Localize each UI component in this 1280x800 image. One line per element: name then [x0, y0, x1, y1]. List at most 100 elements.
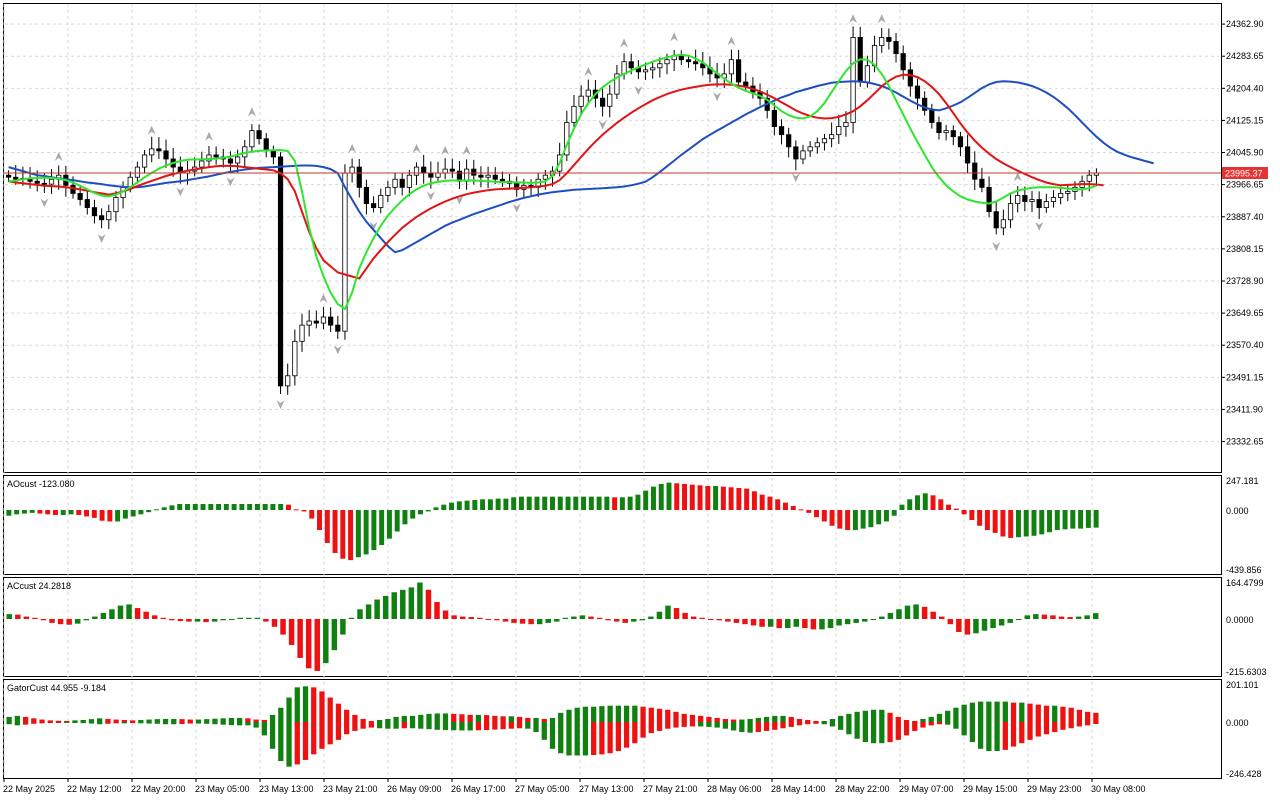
ac-bar: [117, 605, 124, 619]
ac-bar: [126, 604, 132, 619]
ao-bar: [386, 510, 392, 539]
ao-bar: [953, 508, 959, 510]
gator-lower-bar: [237, 722, 243, 726]
ao-bar: [29, 510, 35, 513]
ao-bar: [829, 510, 835, 526]
time-tick-label: 22 May 12:00: [67, 784, 122, 794]
gator-lower-bar: [541, 722, 547, 740]
gator-lower-bar: [31, 722, 37, 724]
ao-indicator-panel[interactable]: [3, 475, 1222, 575]
gator-lower-bar: [920, 722, 926, 728]
gator-upper-bar: [14, 715, 20, 722]
price-tick-label: 24283.65: [1226, 51, 1264, 61]
price-tick-label: 24125.15: [1226, 115, 1264, 125]
ac-bar: [477, 617, 483, 619]
ac-bar: [536, 619, 543, 625]
gator-lower-bar: [434, 722, 440, 730]
fractal-up-marker: [727, 36, 736, 46]
fractal-down-marker: [426, 191, 435, 201]
ac-bar: [819, 619, 825, 630]
candle-body: [957, 136, 964, 148]
gator-upper-bar: [442, 713, 449, 722]
ac-bar: [793, 619, 800, 627]
candle-body: [814, 142, 820, 148]
candle-body: [607, 93, 613, 107]
ao-bar: [526, 496, 532, 510]
ac-indicator-panel[interactable]: [3, 577, 1222, 677]
candle-body: [163, 150, 169, 160]
ac-bar: [74, 619, 81, 624]
ao-bar: [355, 510, 361, 558]
ao-bar: [262, 503, 268, 510]
ao-bar: [464, 500, 470, 510]
ao-bar: [573, 496, 579, 510]
ac-bar: [297, 619, 303, 658]
ac-bar: [562, 617, 569, 619]
gator-lower-bar: [615, 722, 621, 752]
gator-upper-bar: [47, 720, 53, 722]
fractal-down-marker: [97, 234, 106, 243]
candle-body: [900, 53, 906, 71]
gator-upper-bar: [129, 720, 136, 722]
candle-body: [227, 158, 234, 164]
gator-upper-bar: [162, 718, 169, 722]
ac-axis-top: 164.4799: [1226, 578, 1264, 588]
gator-upper-bar: [451, 713, 457, 722]
gator-lower-bar: [484, 722, 490, 731]
candle-body: [428, 172, 434, 178]
gator-upper-bar: [879, 709, 885, 722]
ao-bar: [883, 510, 889, 522]
candle-body: [1058, 193, 1064, 198]
candle-body: [879, 37, 885, 46]
candle-body: [106, 211, 112, 221]
ac-bar: [417, 582, 423, 619]
ao-bar: [45, 510, 51, 515]
fractal-down-marker: [598, 120, 607, 130]
gator-upper-bar: [632, 705, 638, 722]
candle-body: [492, 174, 498, 180]
fractal-down-marker: [40, 198, 49, 208]
gator-upper-bar: [862, 710, 868, 722]
time-tick-label: 26 May 17:00: [451, 784, 506, 794]
ac-bar: [246, 617, 252, 619]
gator-lower-bar: [945, 722, 951, 725]
gator-lower-bar: [121, 722, 128, 724]
gator-upper-bar: [945, 710, 951, 722]
candle-body: [356, 166, 362, 188]
candle-body: [99, 215, 105, 221]
ac-bar: [716, 619, 723, 621]
time-tick-label: 28 May 06:00: [707, 784, 762, 794]
gator-lower-bar: [500, 722, 506, 730]
candle-body: [363, 186, 370, 204]
gator-upper-bar: [821, 720, 827, 722]
gator-lower-bar: [739, 722, 745, 733]
fractal-up-marker: [620, 38, 629, 48]
gator-upper-bar: [607, 705, 613, 722]
ac-bar: [1024, 615, 1031, 619]
gator-upper-bar: [269, 714, 276, 722]
ao-bar: [751, 491, 757, 510]
gator-upper-bar: [319, 691, 325, 722]
gator-upper-bar: [1027, 703, 1033, 722]
gator-lower-bar: [269, 722, 276, 749]
candle-body: [320, 316, 327, 324]
gator-lower-bar: [673, 722, 679, 728]
candle-body: [77, 193, 83, 200]
ao-bar: [52, 510, 58, 516]
fractal-up-marker: [849, 14, 858, 24]
gator-upper-bar: [228, 717, 235, 722]
ac-bar: [425, 589, 432, 619]
ac-bar: [870, 619, 877, 620]
ao-bar: [1093, 510, 1099, 528]
ac-bar: [100, 612, 107, 619]
time-tick-label: 22 May 20:00: [131, 784, 186, 794]
gator-indicator-panel[interactable]: [3, 679, 1222, 779]
candle-body: [950, 130, 956, 138]
ao-bar: [332, 510, 338, 553]
gator-upper-bar: [895, 716, 901, 722]
gator-upper-bar: [467, 714, 473, 722]
ac-bar: [434, 601, 440, 619]
gator-lower-bar: [681, 722, 687, 727]
ac-bar: [23, 616, 30, 619]
